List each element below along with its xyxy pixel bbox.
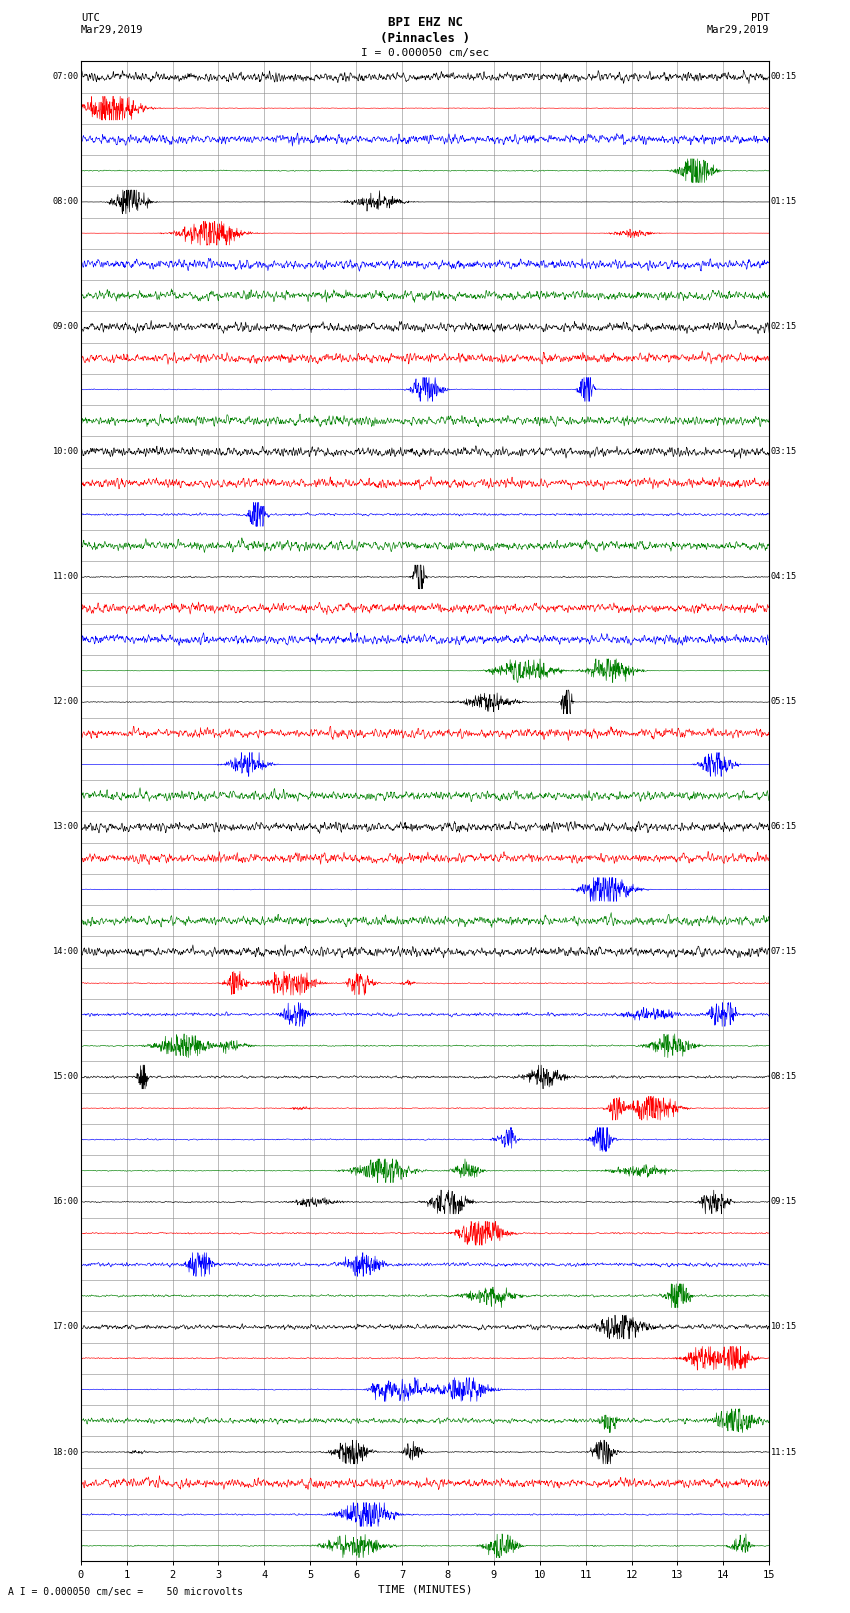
- Text: 06:15: 06:15: [771, 823, 797, 831]
- X-axis label: TIME (MINUTES): TIME (MINUTES): [377, 1584, 473, 1595]
- Text: 07:00: 07:00: [53, 73, 79, 81]
- Text: 01:15: 01:15: [771, 197, 797, 206]
- Text: 08:00: 08:00: [53, 197, 79, 206]
- Text: 10:00: 10:00: [53, 447, 79, 456]
- Text: 18:00: 18:00: [53, 1447, 79, 1457]
- Text: 11:15: 11:15: [771, 1447, 797, 1457]
- Text: 03:15: 03:15: [771, 447, 797, 456]
- Text: A I = 0.000050 cm/sec =    50 microvolts: A I = 0.000050 cm/sec = 50 microvolts: [8, 1587, 243, 1597]
- Text: 14:00: 14:00: [53, 947, 79, 957]
- Text: 02:15: 02:15: [771, 323, 797, 331]
- Text: I = 0.000050 cm/sec: I = 0.000050 cm/sec: [361, 48, 489, 58]
- Text: 04:15: 04:15: [771, 573, 797, 581]
- Text: BPI EHZ NC: BPI EHZ NC: [388, 16, 462, 29]
- Text: 08:15: 08:15: [771, 1073, 797, 1081]
- Text: 00:15: 00:15: [771, 73, 797, 81]
- Text: 13:00: 13:00: [53, 823, 79, 831]
- Text: 10:15: 10:15: [771, 1323, 797, 1331]
- Text: PDT
Mar29,2019: PDT Mar29,2019: [706, 13, 769, 34]
- Text: 12:00: 12:00: [53, 697, 79, 706]
- Text: (Pinnacles ): (Pinnacles ): [380, 32, 470, 45]
- Text: 05:15: 05:15: [771, 697, 797, 706]
- Text: 07:15: 07:15: [771, 947, 797, 957]
- Text: 17:00: 17:00: [53, 1323, 79, 1331]
- Text: 11:00: 11:00: [53, 573, 79, 581]
- Text: 09:00: 09:00: [53, 323, 79, 331]
- Text: 16:00: 16:00: [53, 1197, 79, 1207]
- Text: 15:00: 15:00: [53, 1073, 79, 1081]
- Text: 09:15: 09:15: [771, 1197, 797, 1207]
- Text: UTC
Mar29,2019: UTC Mar29,2019: [81, 13, 144, 34]
